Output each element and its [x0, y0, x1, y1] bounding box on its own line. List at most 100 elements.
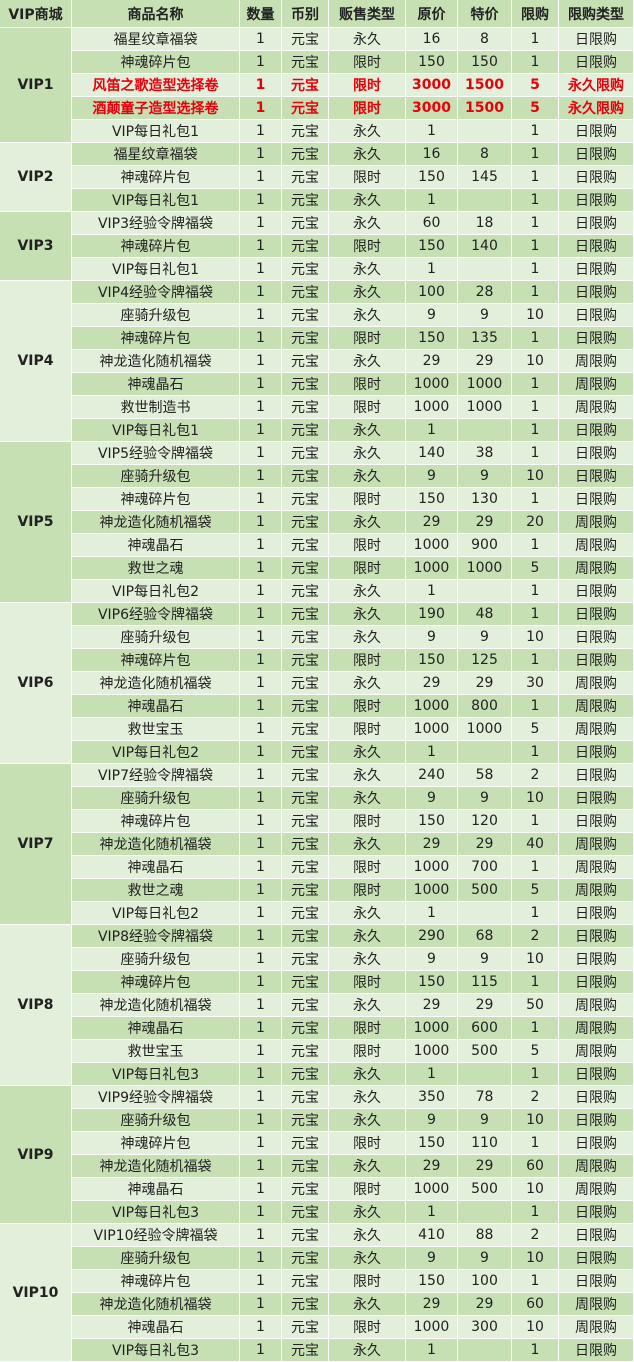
- item-cell: 1: [512, 212, 559, 235]
- item-cell: 周限购: [559, 879, 634, 902]
- item-cell: 10: [512, 626, 559, 649]
- item-cell: 1: [240, 994, 282, 1017]
- vip-level: VIP2: [0, 143, 72, 212]
- item-cell: 10: [512, 1316, 559, 1339]
- item-cell: 1: [512, 580, 559, 603]
- item-name: 神龙造化随机福袋: [72, 833, 240, 856]
- item-cell: 9: [406, 465, 458, 488]
- item-cell: 限时: [329, 327, 406, 350]
- item-cell: 永久: [329, 350, 406, 373]
- item-cell: 日限购: [559, 166, 634, 189]
- item-cell: 周限购: [559, 1178, 634, 1201]
- item-cell: 1000: [406, 879, 458, 902]
- item-cell: 1: [512, 971, 559, 994]
- item-cell: 1: [240, 649, 282, 672]
- item-cell: 2: [512, 1086, 559, 1109]
- item-name: 神魂晶石: [72, 1178, 240, 1201]
- item-cell: 700: [458, 856, 512, 879]
- item-cell: 10: [512, 948, 559, 971]
- item-cell: 145: [458, 166, 512, 189]
- item-cell: 5: [512, 718, 559, 741]
- item-cell: 日限购: [559, 1339, 634, 1362]
- item-cell: 1000: [406, 1040, 458, 1063]
- item-cell: 周限购: [559, 1293, 634, 1316]
- item-cell: 140: [458, 235, 512, 258]
- item-cell: 日限购: [559, 281, 634, 304]
- item-cell: 150: [406, 971, 458, 994]
- item-cell: 永久: [329, 1247, 406, 1270]
- item-cell: 限时: [329, 695, 406, 718]
- item-cell: 永久: [329, 764, 406, 787]
- item-cell: 元宝: [282, 120, 329, 143]
- item-cell: 38: [458, 442, 512, 465]
- item-cell: 1: [512, 902, 559, 925]
- item-cell: 元宝: [282, 166, 329, 189]
- item-cell: 9: [458, 626, 512, 649]
- item-cell: 1500: [458, 74, 512, 97]
- item-cell: 元宝: [282, 51, 329, 74]
- item-cell: 350: [406, 1086, 458, 1109]
- item-cell: 限时: [329, 97, 406, 120]
- item-cell: 1: [240, 603, 282, 626]
- item-cell: 元宝: [282, 442, 329, 465]
- item-cell: 1: [512, 603, 559, 626]
- item-name: 神魂碎片包: [72, 1132, 240, 1155]
- item-cell: 元宝: [282, 350, 329, 373]
- item-cell: 115: [458, 971, 512, 994]
- item-cell: 48: [458, 603, 512, 626]
- item-cell: 日限购: [559, 626, 634, 649]
- item-cell: 9: [406, 787, 458, 810]
- item-name: VIP每日礼包2: [72, 580, 240, 603]
- item-name: 座骑升级包: [72, 1109, 240, 1132]
- vip-level: VIP7: [0, 764, 72, 925]
- item-cell: 1: [240, 718, 282, 741]
- item-cell: 元宝: [282, 695, 329, 718]
- item-cell: 900: [458, 534, 512, 557]
- item-cell: [458, 902, 512, 925]
- vip-level: VIP5: [0, 442, 72, 603]
- item-cell: 永久: [329, 925, 406, 948]
- item-cell: 150: [406, 235, 458, 258]
- item-cell: 1: [240, 948, 282, 971]
- item-cell: 1: [512, 419, 559, 442]
- item-name: 座骑升级包: [72, 948, 240, 971]
- item-cell: 150: [406, 649, 458, 672]
- item-cell: 18: [458, 212, 512, 235]
- item-name: 座骑升级包: [72, 787, 240, 810]
- item-cell: 1000: [406, 534, 458, 557]
- item-cell: 1: [240, 51, 282, 74]
- item-cell: 元宝: [282, 1017, 329, 1040]
- header-cell: 贩售类型: [329, 0, 406, 28]
- item-name: VIP5经验令牌福袋: [72, 442, 240, 465]
- item-name: 神龙造化随机福袋: [72, 672, 240, 695]
- item-cell: 9: [406, 1109, 458, 1132]
- item-cell: 日限购: [559, 1063, 634, 1086]
- item-cell: 1: [512, 143, 559, 166]
- item-cell: 周限购: [559, 672, 634, 695]
- item-cell: 1: [240, 856, 282, 879]
- item-cell: 日限购: [559, 787, 634, 810]
- item-cell: 永久: [329, 1224, 406, 1247]
- item-cell: 永久: [329, 1155, 406, 1178]
- item-cell: 日限购: [559, 465, 634, 488]
- item-cell: 500: [458, 1040, 512, 1063]
- item-cell: 1: [240, 626, 282, 649]
- item-cell: 240: [406, 764, 458, 787]
- item-cell: 29: [458, 833, 512, 856]
- item-cell: 1: [240, 281, 282, 304]
- item-cell: 1: [240, 971, 282, 994]
- item-cell: 1: [240, 1178, 282, 1201]
- item-cell: 40: [512, 833, 559, 856]
- item-cell: 150: [406, 166, 458, 189]
- item-cell: 日限购: [559, 189, 634, 212]
- item-cell: 限时: [329, 1017, 406, 1040]
- item-cell: 限时: [329, 649, 406, 672]
- item-cell: 1: [240, 695, 282, 718]
- item-cell: 1000: [406, 557, 458, 580]
- item-cell: 1000: [406, 373, 458, 396]
- item-cell: 1: [512, 235, 559, 258]
- item-cell: 元宝: [282, 1086, 329, 1109]
- item-cell: 1: [240, 143, 282, 166]
- item-cell: 限时: [329, 51, 406, 74]
- item-cell: 1: [240, 1086, 282, 1109]
